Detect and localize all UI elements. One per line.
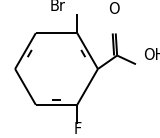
Text: Br: Br [50,0,66,14]
Text: F: F [74,122,82,137]
Text: O: O [108,2,120,17]
Text: OH: OH [143,48,160,63]
